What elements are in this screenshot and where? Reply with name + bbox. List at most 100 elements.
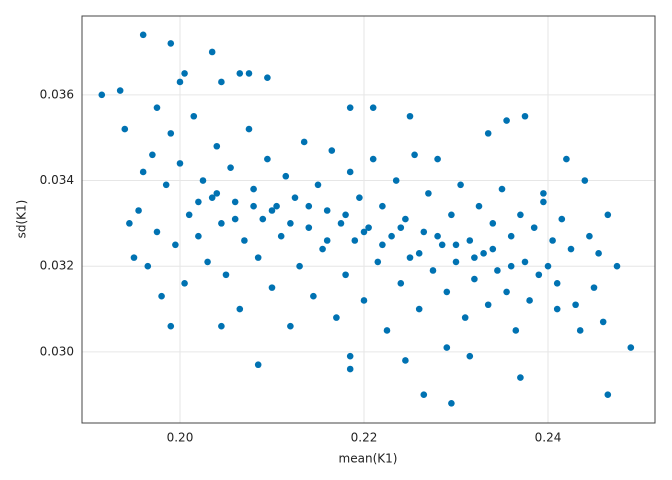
- point: [241, 237, 248, 244]
- point: [291, 194, 299, 201]
- point: [314, 181, 322, 189]
- point: [411, 151, 418, 159]
- point: [149, 151, 156, 159]
- point: [406, 112, 414, 120]
- point: [342, 271, 349, 279]
- point: [572, 301, 579, 309]
- point: [360, 228, 368, 236]
- point: [379, 202, 386, 210]
- point: [167, 322, 175, 330]
- point: [176, 160, 184, 167]
- point: [494, 267, 501, 274]
- point: [319, 245, 326, 253]
- point: [310, 292, 317, 300]
- point: [245, 125, 253, 133]
- point: [535, 271, 543, 279]
- point: [471, 275, 478, 283]
- point: [190, 112, 198, 120]
- point: [181, 280, 188, 287]
- plot-area: [82, 16, 655, 423]
- point: [227, 164, 234, 171]
- point: [503, 117, 510, 124]
- point: [300, 138, 308, 146]
- point: [452, 258, 460, 266]
- point: [208, 194, 216, 201]
- point: [333, 314, 340, 321]
- point: [586, 232, 593, 240]
- point: [563, 155, 570, 163]
- point: [498, 185, 506, 193]
- point: [121, 125, 129, 133]
- point: [222, 271, 230, 279]
- point: [406, 254, 414, 261]
- point: [397, 224, 405, 231]
- point: [567, 245, 575, 253]
- point: [305, 224, 313, 231]
- point: [337, 220, 345, 227]
- point: [351, 237, 359, 244]
- point: [517, 374, 524, 381]
- x-tick-label: 0.22: [351, 431, 378, 445]
- point: [264, 74, 271, 81]
- x-axis-label: mean(K1): [339, 452, 398, 466]
- point: [553, 305, 561, 313]
- point: [213, 190, 221, 197]
- point: [553, 280, 561, 287]
- point: [420, 228, 428, 236]
- point: [231, 198, 239, 206]
- point: [434, 232, 441, 240]
- point: [236, 305, 244, 313]
- point: [415, 250, 423, 257]
- point: [185, 211, 193, 219]
- y-tick-label: 0.030: [40, 344, 74, 358]
- point: [530, 224, 538, 231]
- point: [443, 344, 451, 351]
- point: [388, 232, 395, 240]
- x-tick-label: 0.24: [535, 431, 562, 445]
- point: [139, 31, 147, 39]
- point: [604, 211, 612, 219]
- point: [489, 245, 497, 253]
- point: [167, 40, 175, 47]
- point: [139, 168, 147, 176]
- point: [374, 258, 382, 266]
- y-tick-label: 0.032: [40, 259, 74, 273]
- point: [452, 241, 460, 249]
- point: [517, 211, 524, 219]
- point: [245, 70, 253, 77]
- point: [144, 262, 152, 270]
- y-tick-label: 0.036: [40, 87, 74, 101]
- point: [471, 254, 478, 261]
- point: [484, 301, 492, 309]
- point: [172, 241, 179, 249]
- point: [342, 211, 349, 219]
- point: [599, 318, 607, 326]
- point: [346, 352, 354, 360]
- point: [397, 280, 405, 287]
- point: [507, 262, 515, 270]
- point: [369, 104, 377, 111]
- point: [195, 232, 202, 240]
- point: [231, 215, 239, 223]
- point: [425, 190, 432, 197]
- point: [627, 344, 635, 351]
- point: [158, 292, 165, 300]
- point: [383, 327, 391, 334]
- point: [167, 130, 175, 137]
- point: [443, 288, 451, 296]
- point: [98, 91, 106, 99]
- point: [135, 207, 142, 214]
- point: [540, 198, 547, 206]
- point: [438, 241, 446, 249]
- plot-frame: [81, 15, 656, 424]
- point: [153, 104, 161, 111]
- point: [356, 194, 363, 201]
- point: [521, 112, 529, 120]
- point: [503, 288, 510, 296]
- point: [604, 391, 612, 399]
- point: [466, 352, 474, 360]
- point: [218, 220, 225, 227]
- point: [153, 228, 161, 236]
- point: [176, 78, 184, 86]
